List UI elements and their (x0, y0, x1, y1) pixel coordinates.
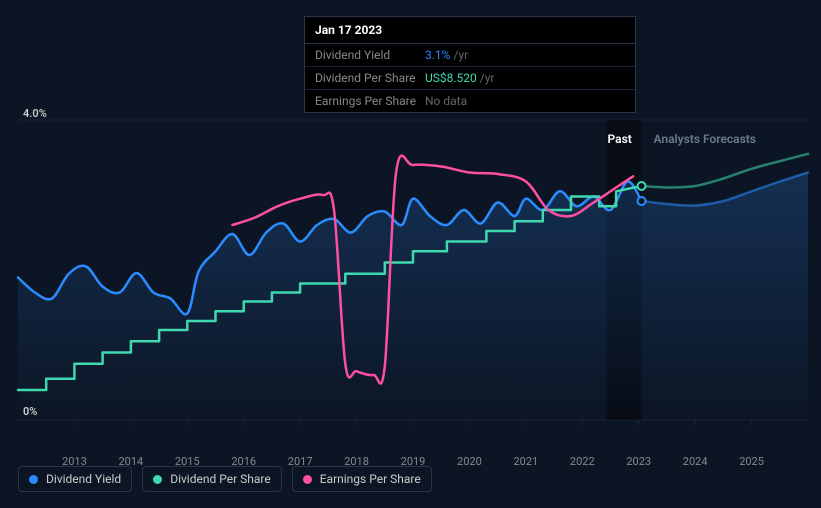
forecast-region-label: Analysts Forecasts (654, 132, 756, 146)
legend-label: Dividend Yield (46, 472, 121, 486)
tooltip-row: Dividend Per ShareUS$8.520/yr (305, 67, 635, 90)
tooltip-row-value: 3.1% (425, 48, 450, 62)
tooltip-row-label: Dividend Yield (315, 48, 425, 62)
chart-tooltip: Jan 17 2023 Dividend Yield3.1%/yrDividen… (304, 16, 636, 113)
legend-item[interactable]: Dividend Per Share (142, 466, 282, 492)
tooltip-row: Earnings Per ShareNo data (305, 90, 635, 112)
tooltip-date: Jan 17 2023 (305, 17, 635, 44)
x-tick-label: 2020 (457, 455, 482, 468)
legend-dot (153, 475, 162, 484)
tooltip-row-label: Earnings Per Share (315, 94, 425, 108)
dividend-chart[interactable]: 4.0% 0% 20132014201520162017201820192020… (0, 100, 821, 460)
tooltip-row-value: No data (425, 94, 467, 108)
x-tick-label: 2025 (739, 455, 764, 468)
tooltip-row: Dividend Yield3.1%/yr (305, 44, 635, 67)
y-axis-top-label: 4.0% (23, 107, 47, 120)
x-tick-label: 2024 (683, 455, 708, 468)
legend-dot (29, 475, 38, 484)
legend-label: Earnings Per Share (320, 472, 421, 486)
x-tick-label: 2023 (626, 455, 651, 468)
x-tick-label: 2021 (513, 455, 538, 468)
y-axis-bottom-label: 0% (23, 405, 37, 418)
legend-label: Dividend Per Share (170, 472, 271, 486)
past-region-label: Past (608, 132, 632, 146)
tooltip-row-unit: /yr (453, 48, 468, 62)
tooltip-row-value: US$8.520 (425, 71, 477, 85)
chart-legend: Dividend Yield Dividend Per Share Earnings… (18, 466, 432, 492)
legend-item[interactable]: Dividend Yield (18, 466, 132, 492)
legend-dot (303, 475, 312, 484)
tooltip-row-unit: /yr (480, 71, 495, 85)
x-tick-label: 2022 (570, 455, 595, 468)
tooltip-row-label: Dividend Per Share (315, 71, 425, 85)
legend-item[interactable]: Earnings Per Share (292, 466, 432, 492)
